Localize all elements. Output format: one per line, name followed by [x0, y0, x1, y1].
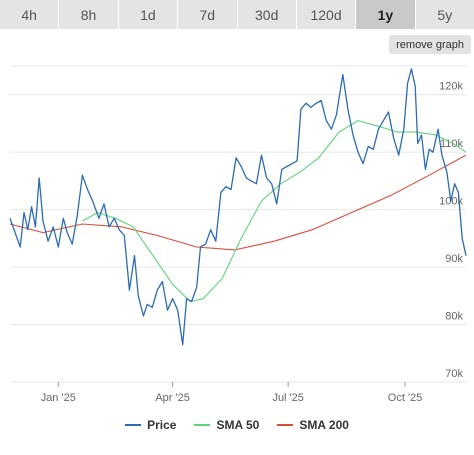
tab-1d[interactable]: 1d	[118, 0, 178, 29]
tab-8h[interactable]: 8h	[59, 0, 118, 29]
legend-label-price: Price	[147, 418, 177, 432]
tab-5y[interactable]: 5y	[415, 0, 474, 29]
chart-legend: Price SMA 50 SMA 200	[0, 418, 474, 432]
tab-1y[interactable]: 1y	[356, 0, 415, 29]
tab-30d[interactable]: 30d	[237, 0, 296, 29]
legend-swatch-sma50	[194, 424, 211, 426]
legend-label-sma200: SMA 200	[299, 418, 349, 432]
remove-graph-button[interactable]: remove graph	[389, 35, 471, 54]
tab-120d[interactable]: 120d	[296, 0, 356, 29]
tab-4h[interactable]: 4h	[0, 0, 59, 29]
sma200-line	[9, 154, 467, 251]
x-tick-label: Jul '25	[272, 392, 303, 404]
timeframe-tabs: 4h 8h 1d 7d 30d 120d 1y 5y	[0, 0, 474, 30]
x-tick-label: Oct '25	[388, 392, 423, 404]
y-tick-label: 110k	[440, 138, 464, 150]
y-tick-label: 80k	[445, 311, 463, 323]
y-tick-label: 70k	[445, 368, 463, 380]
tab-7d[interactable]: 7d	[178, 0, 237, 29]
price-line	[9, 68, 467, 346]
legend-swatch-price	[125, 424, 142, 426]
legend-swatch-sma200	[277, 424, 294, 426]
legend-item-sma50[interactable]: SMA 50	[194, 418, 259, 432]
y-tick-label: 100k	[439, 196, 463, 208]
y-tick-label: 120k	[439, 81, 463, 93]
y-tick-label: 90k	[445, 253, 463, 265]
x-tick-label: Jan '25	[41, 392, 76, 404]
x-tick-label: Apr '25	[155, 392, 190, 404]
legend-item-price[interactable]: Price	[125, 418, 176, 432]
sma50-line	[82, 120, 467, 303]
legend-label-sma50: SMA 50	[216, 418, 260, 432]
legend-item-sma200[interactable]: SMA 200	[277, 418, 349, 432]
